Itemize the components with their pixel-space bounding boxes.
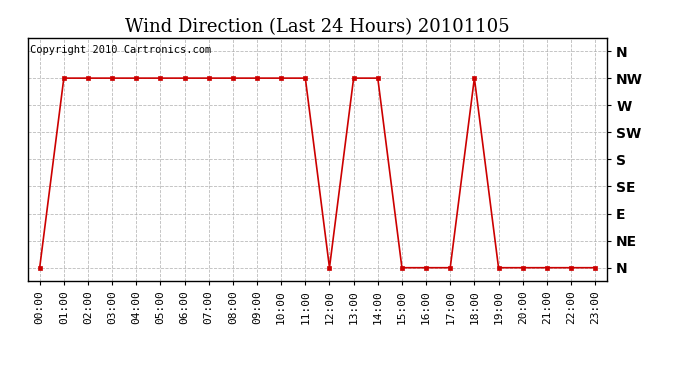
Title: Wind Direction (Last 24 Hours) 20101105: Wind Direction (Last 24 Hours) 20101105 [125, 18, 510, 36]
Text: Copyright 2010 Cartronics.com: Copyright 2010 Cartronics.com [30, 45, 212, 55]
